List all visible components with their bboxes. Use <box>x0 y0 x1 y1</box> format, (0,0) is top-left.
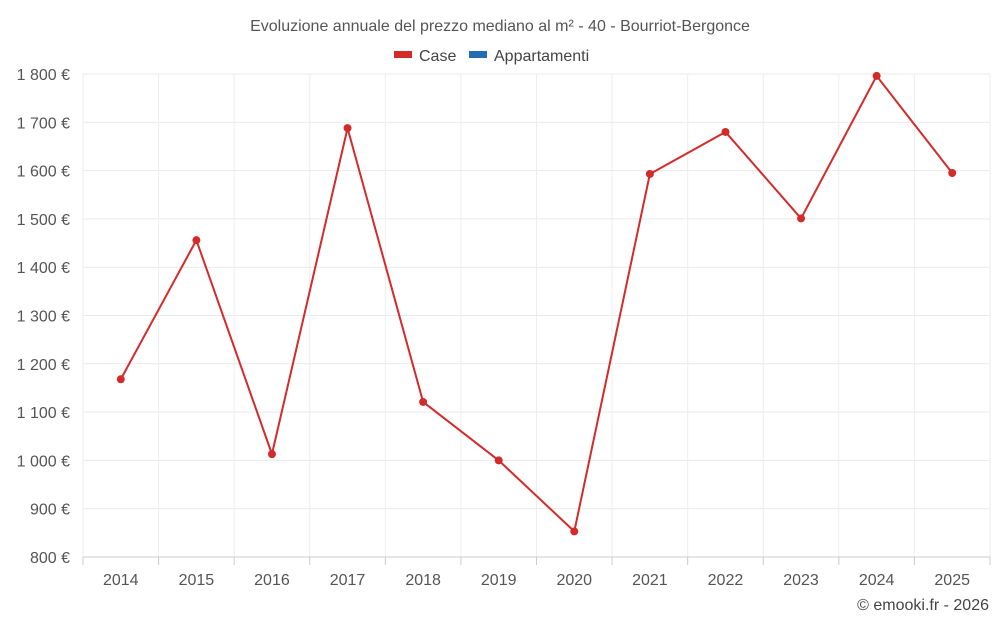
data-point-2024 <box>872 71 881 80</box>
data-point-2017 <box>343 124 352 133</box>
x-tick-label: 2017 <box>330 572 366 589</box>
legend-swatch-appartamenti <box>469 51 487 58</box>
data-point-2021 <box>645 169 654 178</box>
data-point-2022 <box>721 127 730 136</box>
data-point-2014 <box>116 375 125 384</box>
x-tick-label: 2021 <box>632 572 668 589</box>
y-tick-label: 1 600 € <box>17 164 70 181</box>
x-tick-label: 2025 <box>934 572 970 589</box>
x-tick-label: 2018 <box>405 572 441 589</box>
y-tick-label: 800 € <box>30 550 70 567</box>
x-tick-label: 2022 <box>708 572 744 589</box>
legend-label-appartamenti: Appartamenti <box>494 48 589 65</box>
chart-title: Evoluzione annuale del prezzo mediano al… <box>250 18 750 35</box>
grid <box>82 73 991 557</box>
y-axis: 800 € 900 € 1 000 € 1 100 € 1 200 € 1 300 € 1 … <box>17 67 70 567</box>
data-point-2023 <box>797 214 806 223</box>
y-tick-label: 1 000 € <box>17 453 70 470</box>
y-tick-label: 1 700 € <box>17 115 70 132</box>
series-line-case <box>119 74 953 533</box>
y-tick-label: 900 € <box>30 502 70 519</box>
data-point-2025 <box>948 169 957 178</box>
y-tick-label: 1 100 € <box>17 405 70 422</box>
data-point-2016 <box>267 450 276 459</box>
x-tick-label: 2014 <box>103 572 139 589</box>
y-tick-label: 1 400 € <box>17 260 70 277</box>
data-point-2015 <box>192 236 201 245</box>
series-layer <box>116 71 957 536</box>
x-tick-label: 2016 <box>254 572 290 589</box>
credit-text: © emooki.fr - 2026 <box>857 597 989 614</box>
x-tick-label: 2023 <box>783 572 819 589</box>
y-tick-label: 1 800 € <box>17 67 70 84</box>
x-tick-label: 2020 <box>556 572 592 589</box>
legend-item-case[interactable]: Case <box>394 48 456 65</box>
legend-label-case: Case <box>419 48 456 65</box>
legend: Case Appartamenti <box>394 48 589 65</box>
x-axis: 2014 2015 2016 2017 2018 2019 2020 2021 2022 2023… <box>82 556 991 589</box>
y-tick-label: 1 300 € <box>17 309 70 326</box>
x-tick-label: 2024 <box>859 572 895 589</box>
legend-item-appartamenti[interactable]: Appartamenti <box>469 48 589 65</box>
data-point-2020 <box>570 527 579 536</box>
y-tick-label: 1 500 € <box>17 212 70 229</box>
data-point-2019 <box>494 456 503 465</box>
x-tick-label: 2019 <box>481 572 517 589</box>
y-tick-label: 1 200 € <box>17 357 70 374</box>
legend-swatch-case <box>394 51 412 58</box>
x-tick-label: 2015 <box>179 572 215 589</box>
data-point-2018 <box>419 397 428 406</box>
